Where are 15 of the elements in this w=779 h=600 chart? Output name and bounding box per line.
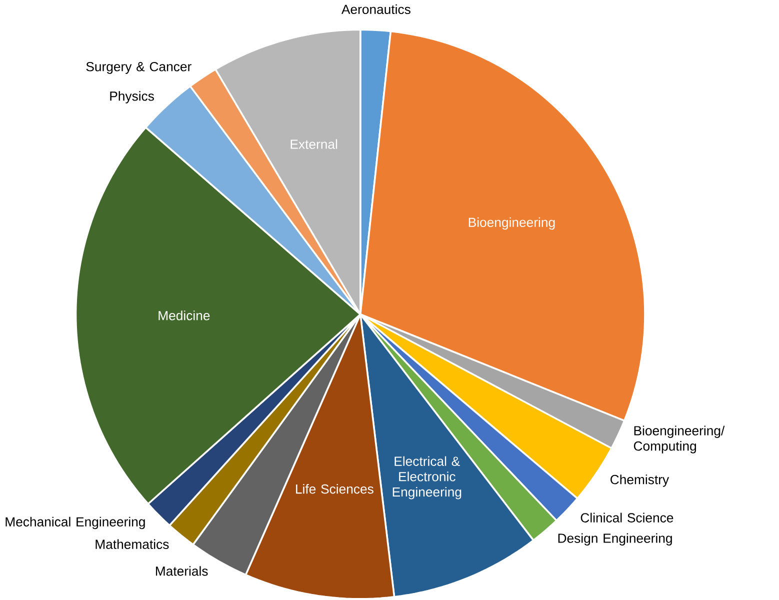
slice-label: Bioengineering/ Computing <box>634 426 725 454</box>
slice-label: Electrical & Electronic Engineering <box>392 456 462 500</box>
slice-label: Mathematics <box>96 539 169 550</box>
slice-label: External <box>290 139 338 150</box>
slice-label: Medicine <box>158 310 210 320</box>
slice-label: Life Sciences <box>296 484 374 494</box>
slice-label: Mechanical Engineering <box>6 516 145 530</box>
slice-label: Materials <box>156 566 208 576</box>
slice-label: Clinical Science <box>580 512 674 523</box>
slice-label: Chemistry <box>610 474 670 487</box>
slice-label: Design Engineering <box>558 533 672 546</box>
slice-label: Physics <box>110 91 154 104</box>
slice-label: Aeronautics <box>341 4 410 14</box>
slice-label: Surgery & Cancer <box>86 62 192 74</box>
slice-label: Bioengineering <box>468 217 555 230</box>
